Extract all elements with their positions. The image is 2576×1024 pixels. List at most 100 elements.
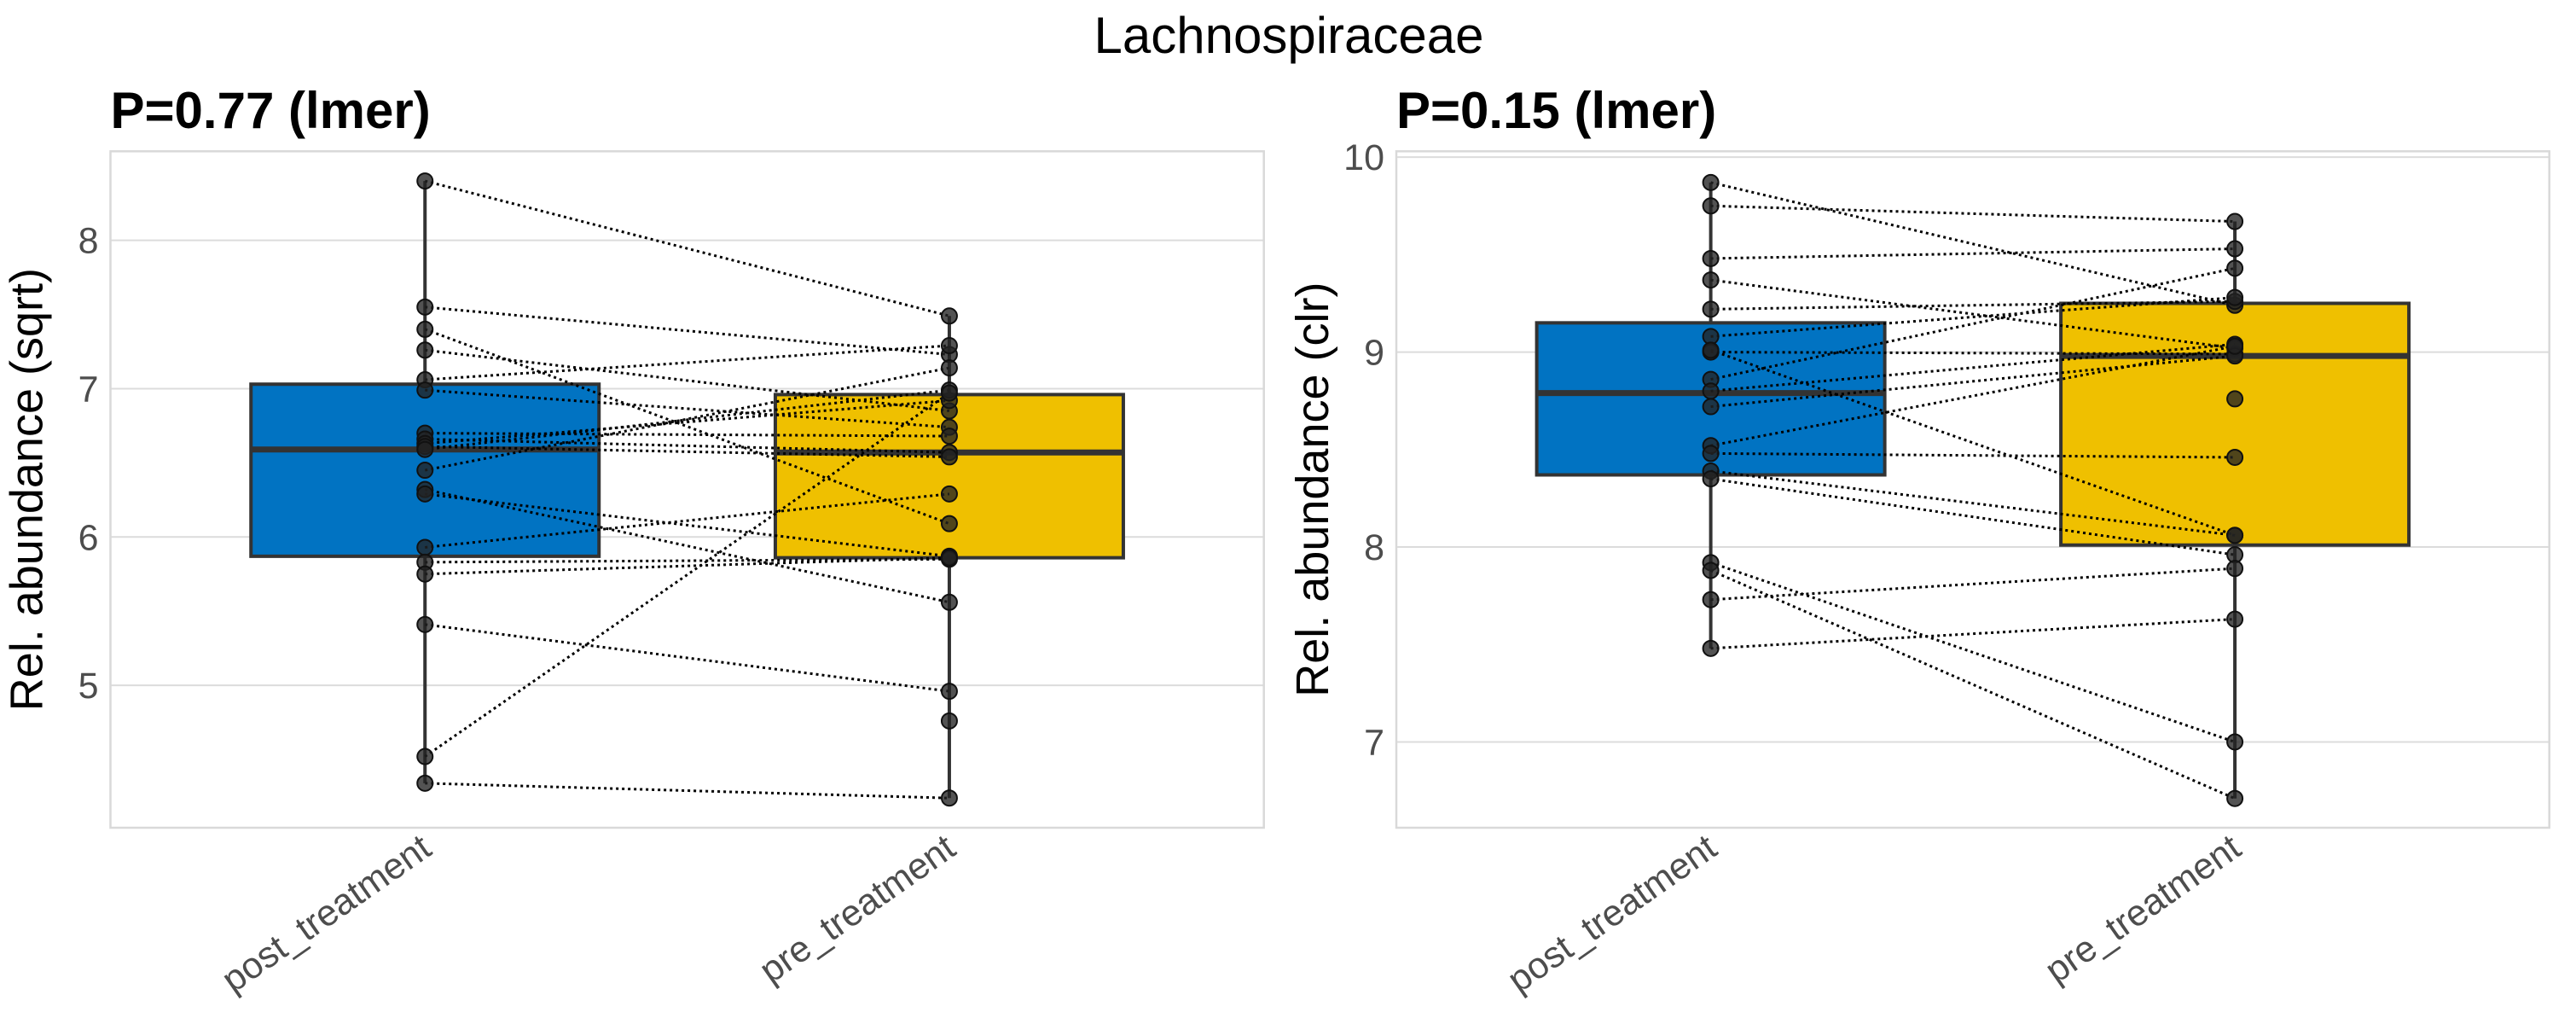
y-axis-label: Rel. abundance (sqrt) [2, 268, 53, 711]
data-point-pre [940, 359, 958, 377]
data-point-pre [2226, 789, 2244, 807]
pair-line [425, 445, 949, 458]
data-point-pre [2226, 560, 2244, 578]
data-point-pre [940, 307, 958, 325]
pair-line [1710, 561, 2236, 743]
data-point-post [416, 440, 434, 458]
data-point-post [1702, 173, 1720, 191]
data-point-pre [940, 384, 958, 402]
pair-line [424, 392, 950, 758]
data-point-post [1702, 561, 1720, 579]
pair-line [425, 492, 950, 558]
y-tick-label: 6 [78, 517, 99, 558]
data-point-pre [2226, 733, 2244, 751]
data-point-post [1702, 197, 1720, 215]
data-point-post [416, 172, 434, 190]
data-point-post [1702, 445, 1720, 463]
data-point-post [1702, 271, 1720, 289]
x-tick-label: post_treatment [214, 827, 438, 1001]
pair-line [1710, 342, 2236, 393]
pair-line [425, 348, 950, 413]
data-point-pre [940, 712, 958, 730]
x-tick-label: post_treatment [1500, 827, 1725, 1001]
pair-line [424, 179, 950, 317]
pair-line [1710, 351, 2236, 356]
data-point-post [1702, 382, 1720, 400]
data-point-post [416, 748, 434, 765]
data-point-post [416, 485, 434, 503]
pair-line [1710, 296, 2236, 338]
data-point-post [1702, 249, 1720, 267]
pair-line [1710, 451, 2236, 459]
panel-sqrt: 5 6 7 8 P=0.77 (lmer) Rel. abundance (sqrt) po… [2, 82, 1265, 1001]
pair-line [425, 388, 950, 429]
x-tick-label: pre_treatment [752, 827, 963, 992]
pair-line [425, 344, 950, 381]
data-point-pre [940, 485, 958, 503]
pair-line [1710, 469, 2236, 537]
panel-title: P=0.15 (lmer) [1396, 82, 1716, 139]
data-point-post [1702, 300, 1720, 318]
data-point-pre [940, 683, 958, 701]
y-tick-label: 9 [1364, 333, 1384, 374]
pair-line [425, 305, 950, 356]
data-point-post [416, 341, 434, 359]
x-tick-label: pre_treatment [2038, 827, 2248, 992]
pair-line [424, 328, 950, 526]
pair-line [425, 399, 950, 445]
pair-line [1710, 181, 2236, 307]
pair-line [1710, 204, 2236, 224]
data-point-pre [940, 337, 958, 355]
y-tick-label: 5 [78, 666, 99, 707]
data-point-pre [2226, 288, 2244, 306]
data-point-pre [940, 448, 958, 466]
data-point-pre [940, 515, 958, 532]
data-point-post [1702, 639, 1720, 657]
panel-clr: 7 8 9 10 P=0.15 (lmer) Rel. abundance (clr) po… [1287, 82, 2550, 1001]
pair-line [425, 432, 949, 438]
data-point-pre [2226, 337, 2244, 355]
data-point-post [416, 538, 434, 556]
data-point-post [416, 774, 434, 792]
data-point-pre [2226, 527, 2244, 544]
y-tick-label: 10 [1343, 137, 1384, 178]
figure-title: Lachnospiraceae [1094, 7, 1483, 64]
data-point-pre [940, 789, 958, 807]
pair-line [1710, 354, 2236, 409]
data-point-post [1702, 470, 1720, 488]
pair-line [425, 782, 949, 800]
data-point-post [416, 298, 434, 316]
pair-line [1710, 477, 2236, 556]
data-point-post [1702, 398, 1720, 416]
data-point-pre [940, 428, 958, 445]
pair-line [425, 492, 950, 549]
data-point-pre [2226, 240, 2244, 258]
pair-line [425, 556, 950, 576]
y-tick-label: 7 [78, 369, 99, 410]
data-point-pre [2226, 390, 2244, 408]
pair-line [425, 438, 949, 454]
data-point-post [1702, 341, 1720, 359]
data-point-post [416, 320, 434, 338]
data-point-pre [2226, 610, 2244, 628]
pair-line [1710, 567, 2236, 602]
pair-line [425, 623, 950, 693]
data-point-post [416, 462, 434, 480]
pair-line [1710, 300, 2236, 311]
data-point-pre [940, 593, 958, 611]
pair-line [1710, 247, 2236, 260]
data-point-post [416, 615, 434, 633]
data-point-post [416, 381, 434, 399]
data-point-post [1702, 591, 1720, 608]
plot-frame [109, 150, 1265, 829]
data-point-post [416, 565, 434, 583]
y-axis-label: Rel. abundance (clr) [1287, 282, 1338, 697]
y-tick-label: 7 [1364, 722, 1384, 763]
y-tick-label: 8 [1364, 527, 1384, 568]
data-point-pre [940, 549, 958, 567]
pair-line [1710, 569, 2236, 800]
pair-line [1710, 278, 2236, 350]
y-tick-label: 8 [78, 221, 99, 262]
data-point-pre [2226, 448, 2244, 466]
